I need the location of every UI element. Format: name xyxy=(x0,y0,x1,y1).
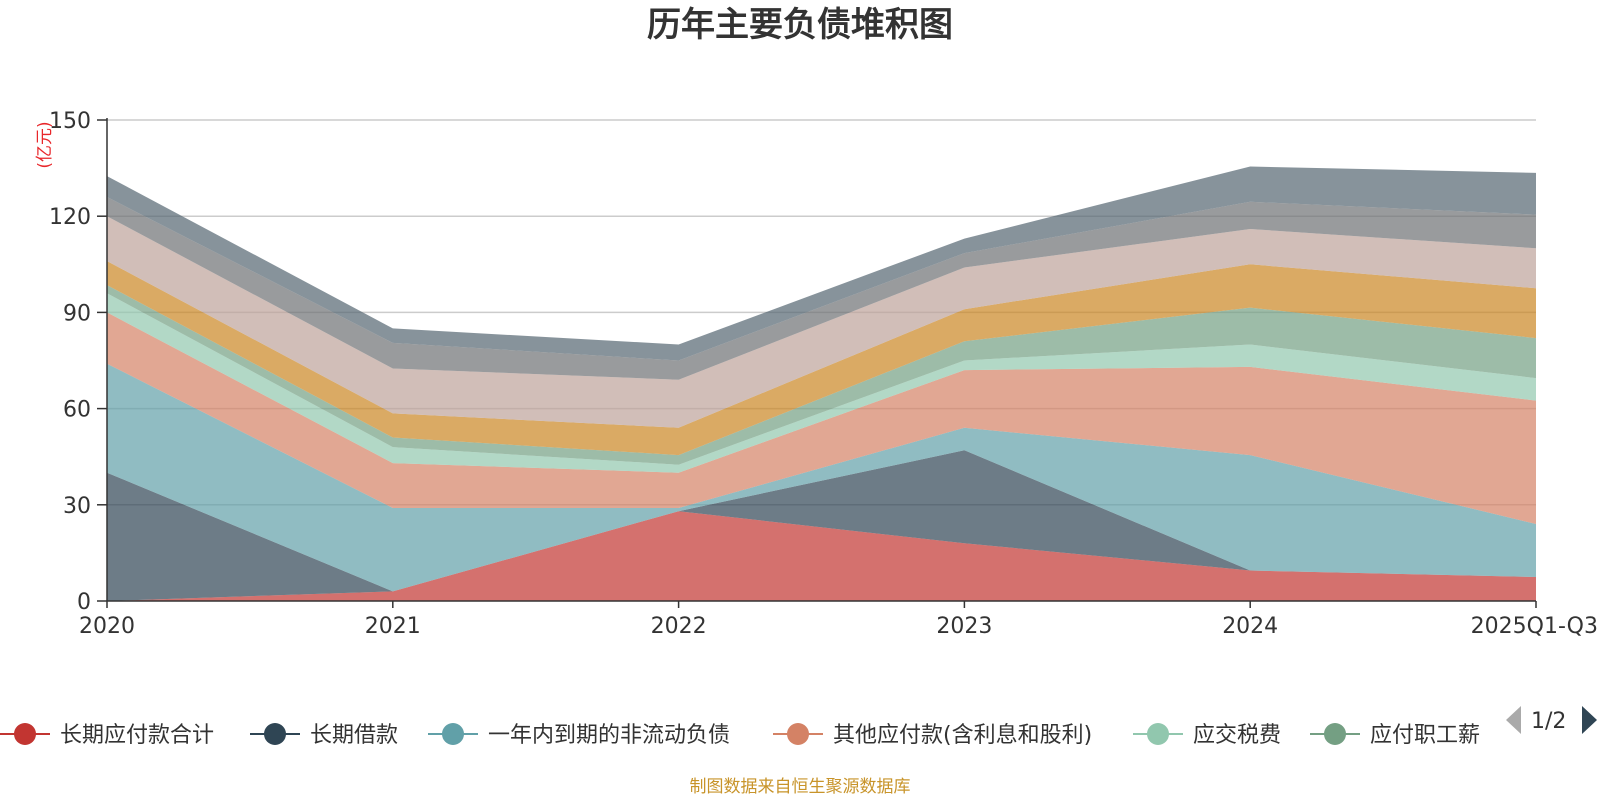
x-tick-label-2: 2022 xyxy=(651,614,707,639)
area-series-7 xyxy=(107,261,1536,456)
area-series-10 xyxy=(107,166,1536,361)
legend-item-5[interactable]: 应交税费 xyxy=(1133,723,1281,748)
legend-label-6: 应付职工薪 xyxy=(1370,723,1480,748)
axes xyxy=(97,118,1537,608)
area-series-9 xyxy=(107,197,1536,380)
legend-item-4[interactable]: 其他应付款(含利息和股利) xyxy=(773,723,1092,748)
area-series-2 xyxy=(107,450,1536,601)
area-series-6 xyxy=(107,285,1536,465)
x-tick-labels: 2020 2021 2022 2023 2024 2025Q1-Q3 xyxy=(79,614,1598,639)
legend: 长期应付款合计 长期借款 一年内到期的非流动负债 其他应付款(含利息和股利) 应交税费 应… xyxy=(0,723,1480,748)
legend-marker-6 xyxy=(1324,723,1346,745)
legend-marker-2 xyxy=(264,723,286,745)
chart-title: 历年主要负债堆积图 xyxy=(647,5,953,45)
area-series-4 xyxy=(107,312,1536,524)
unit-label: (亿元) xyxy=(35,121,55,168)
x-tick-label-3: 2023 xyxy=(936,614,992,639)
data-source-note: 制图数据来自恒生聚源数据库 xyxy=(690,777,911,797)
legend-marker-3 xyxy=(442,723,464,745)
y-tick-label-0: 0 xyxy=(77,590,91,615)
area-series-1 xyxy=(107,511,1536,601)
y-tick-label-3: 90 xyxy=(63,301,91,326)
legend-marker-4 xyxy=(787,723,809,745)
legend-marker-1 xyxy=(14,723,36,745)
legend-label-2: 长期借款 xyxy=(310,723,398,748)
prev-page-icon[interactable] xyxy=(1506,706,1521,734)
legend-label-5: 应交税费 xyxy=(1193,723,1281,748)
area-series xyxy=(107,166,1536,601)
y-tick-labels: 0 30 60 90 120 150 xyxy=(49,109,91,615)
x-tick-label-0: 2020 xyxy=(79,614,135,639)
legend-pager: 1/2 xyxy=(1506,706,1597,734)
area-series-3 xyxy=(107,363,1536,592)
y-tick-label-1: 30 xyxy=(63,494,91,519)
next-page-icon[interactable] xyxy=(1582,706,1597,734)
legend-item-1[interactable]: 长期应付款合计 xyxy=(0,723,214,748)
legend-label-1: 长期应付款合计 xyxy=(60,723,214,748)
legend-item-6[interactable]: 应付职工薪 xyxy=(1310,723,1480,748)
legend-item-2[interactable]: 长期借款 xyxy=(250,723,398,748)
y-tick-label-5: 150 xyxy=(49,109,91,134)
legend-marker-5 xyxy=(1147,723,1169,745)
legend-page-indicator: 1/2 xyxy=(1531,709,1566,734)
area-series-8 xyxy=(107,216,1536,428)
x-tick-label-4: 2024 xyxy=(1222,614,1278,639)
legend-label-3: 一年内到期的非流动负债 xyxy=(488,723,730,748)
x-tick-label-5: 2025Q1-Q3 xyxy=(1471,614,1598,639)
y-tick-label-2: 60 xyxy=(63,398,91,423)
legend-item-3[interactable]: 一年内到期的非流动负债 xyxy=(428,723,730,748)
x-tick-label-1: 2021 xyxy=(365,614,421,639)
y-tick-label-4: 120 xyxy=(49,205,91,230)
legend-label-4: 其他应付款(含利息和股利) xyxy=(833,723,1092,748)
